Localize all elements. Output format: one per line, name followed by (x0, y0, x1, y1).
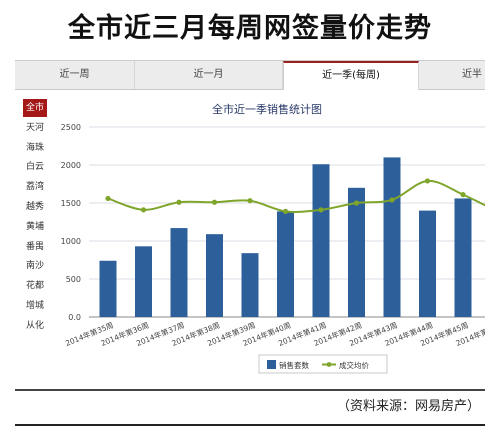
bar (170, 228, 188, 317)
bar (454, 198, 472, 317)
district-huadu[interactable]: 花都 (25, 281, 44, 292)
bar (241, 253, 259, 317)
legend-line-label: 成交均价 (339, 360, 369, 370)
page-headline: 全市近三月每周网签量价走势 (68, 13, 432, 44)
district-tianhe[interactable]: 天河 (25, 122, 44, 133)
price-point (105, 195, 111, 202)
price-point (282, 208, 289, 214)
price-line (107, 179, 485, 213)
district-haizhu[interactable]: 海珠 (25, 142, 44, 153)
price-point (353, 200, 360, 206)
tab-bar: 近一周 近一月 近一季(每周) 近半 (15, 61, 485, 90)
tab-last-quarter[interactable]: 近一季(每周) (283, 61, 419, 90)
bar (312, 164, 330, 317)
price-point (211, 199, 218, 205)
y-tick-label: 1000 (61, 237, 81, 246)
source-note: （资料来源：网易房产） (336, 399, 480, 414)
tab-last-half-year[interactable]: 近半 (419, 61, 485, 89)
tab-last-month[interactable]: 近一月 (135, 61, 283, 89)
y-tick-label: 2000 (61, 161, 81, 170)
price-point (460, 192, 466, 198)
bar (383, 157, 401, 317)
legend-bar-label: 销售套数 (279, 360, 309, 370)
price-point (389, 197, 395, 203)
chart-title: 全市近一季销售统计图 (212, 102, 322, 116)
bar (277, 211, 294, 317)
district-liwan[interactable]: 荔湾 (25, 182, 44, 193)
bottom-rule (15, 424, 485, 426)
bar (206, 234, 223, 317)
price-point (424, 178, 431, 184)
separator-line (15, 389, 485, 391)
chart-widget: 近一周 近一月 近一季(每周) 近半 全市 天河 海珠 白云 荔湾 越秀 黄埔 … (15, 60, 485, 381)
district-quanshi[interactable]: 全市 (23, 99, 47, 117)
price-point (176, 199, 182, 205)
district-baiyun[interactable]: 白云 (25, 162, 44, 173)
price-point (247, 198, 253, 204)
district-conghua[interactable]: 从化 (25, 320, 44, 331)
bar (135, 246, 152, 317)
y-tick-label: 500 (66, 275, 81, 284)
price-point (318, 207, 324, 213)
legend-bar-swatch (267, 360, 276, 369)
sales-chart: 全市近一季销售统计图0.050010001500200025002014年第35… (61, 102, 485, 374)
y-tick-label: 1500 (61, 199, 81, 208)
district-list: 全市 天河 海珠 白云 荔湾 越秀 黄埔 番禺 南沙 花都 增城 从化 (23, 99, 47, 337)
legend-line-marker (326, 362, 332, 367)
bar (348, 187, 365, 317)
district-panyu[interactable]: 番禺 (25, 241, 44, 252)
bar (99, 260, 117, 317)
district-nansha[interactable]: 南沙 (25, 261, 44, 272)
y-tick-label: 2500 (61, 123, 81, 132)
district-zengcheng[interactable]: 增城 (25, 300, 44, 311)
price-point (140, 207, 147, 213)
bar (419, 210, 436, 317)
y-tick-label: 0.0 (68, 313, 81, 322)
tab-last-week[interactable]: 近一周 (15, 61, 135, 89)
district-huangpu[interactable]: 黄埔 (25, 221, 44, 232)
district-yuexiu[interactable]: 越秀 (25, 201, 44, 212)
